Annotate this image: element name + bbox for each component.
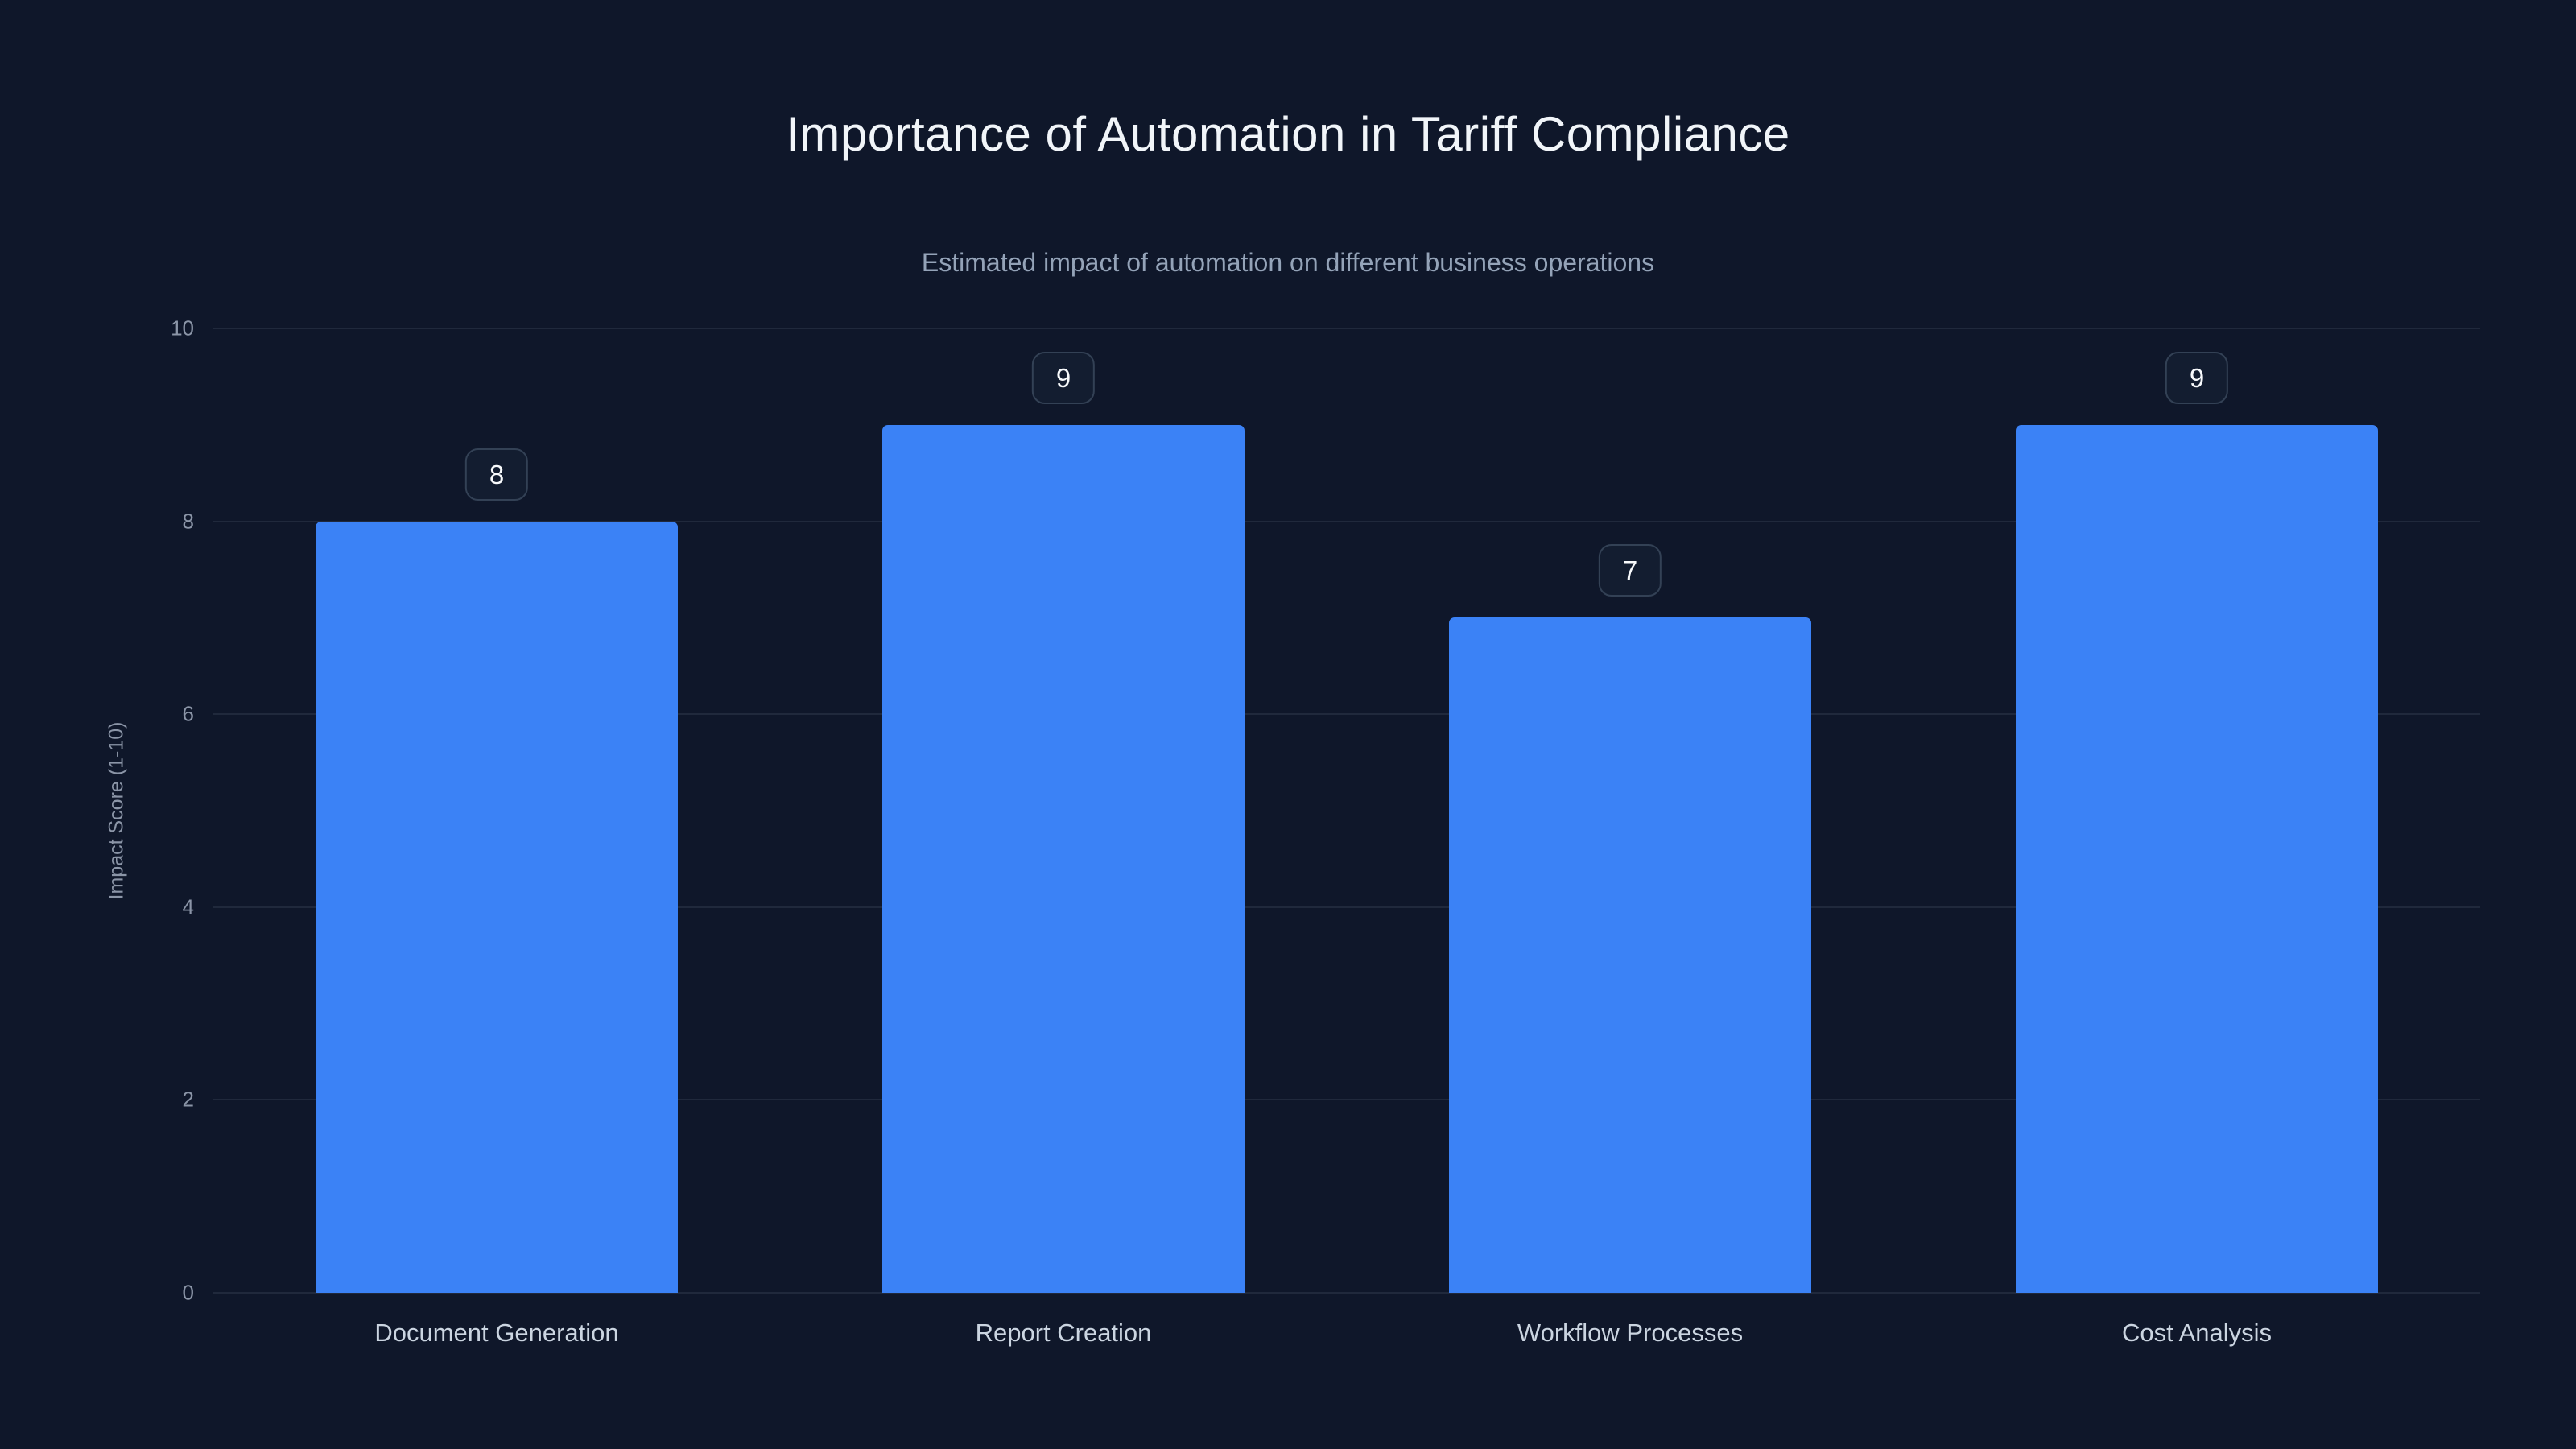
y-tick-label-8: 8 [182, 509, 194, 534]
gridline-8 [213, 520, 2480, 522]
bar-workflow-processes[interactable] [1448, 617, 1812, 1293]
y-tick-label-0: 0 [182, 1280, 194, 1305]
chart-subtitle: Estimated impact of automation on differ… [921, 248, 1655, 277]
bars-layer: 8 Document Generation 9 Report Creation 7 Wor… [213, 328, 2480, 1347]
bar-cost-analysis[interactable] [2015, 424, 2379, 1293]
value-label-cost-analysis: 9 [2165, 351, 2229, 404]
gridline-2 [213, 1099, 2480, 1101]
gridline-6 [213, 713, 2480, 716]
bar-slot-workflow-processes: 7 Workflow Processes [1347, 328, 1913, 1347]
plot-area: 0 2 4 6 8 10 8 Document Generation 9 Report Creat… [171, 316, 2480, 1347]
category-label-cost-analysis: Cost Analysis [2121, 1319, 2273, 1347]
category-label-document-generation: Document Generation [374, 1319, 619, 1347]
value-label-workflow-processes: 7 [1598, 544, 1662, 597]
y-tick-label-10: 10 [171, 316, 194, 341]
bar-slot-report-creation: 9 Report Creation [780, 328, 1347, 1347]
category-label-report-creation: Report Creation [975, 1319, 1152, 1347]
bar-report-creation[interactable] [881, 424, 1245, 1293]
gridline-10 [213, 328, 2480, 329]
gridline-4 [213, 906, 2480, 908]
y-axis-label: Impact Score (1-10) [105, 721, 128, 900]
category-label-workflow-processes: Workflow Processes [1517, 1319, 1744, 1347]
y-tick-label-4: 4 [182, 894, 194, 919]
value-label-document-generation: 8 [464, 448, 529, 501]
gridline-0 [213, 1292, 2480, 1294]
bar-document-generation[interactable] [315, 521, 679, 1293]
y-tick-label-2: 2 [182, 1087, 194, 1112]
chart-title: Importance of Automation in Tariff Compl… [786, 107, 1790, 161]
y-tick-label-6: 6 [182, 701, 194, 726]
value-label-report-creation: 9 [1031, 351, 1096, 404]
bar-slot-document-generation: 8 Document Generation [213, 328, 780, 1347]
bar-slot-cost-analysis: 9 Cost Analysis [1913, 328, 2480, 1347]
